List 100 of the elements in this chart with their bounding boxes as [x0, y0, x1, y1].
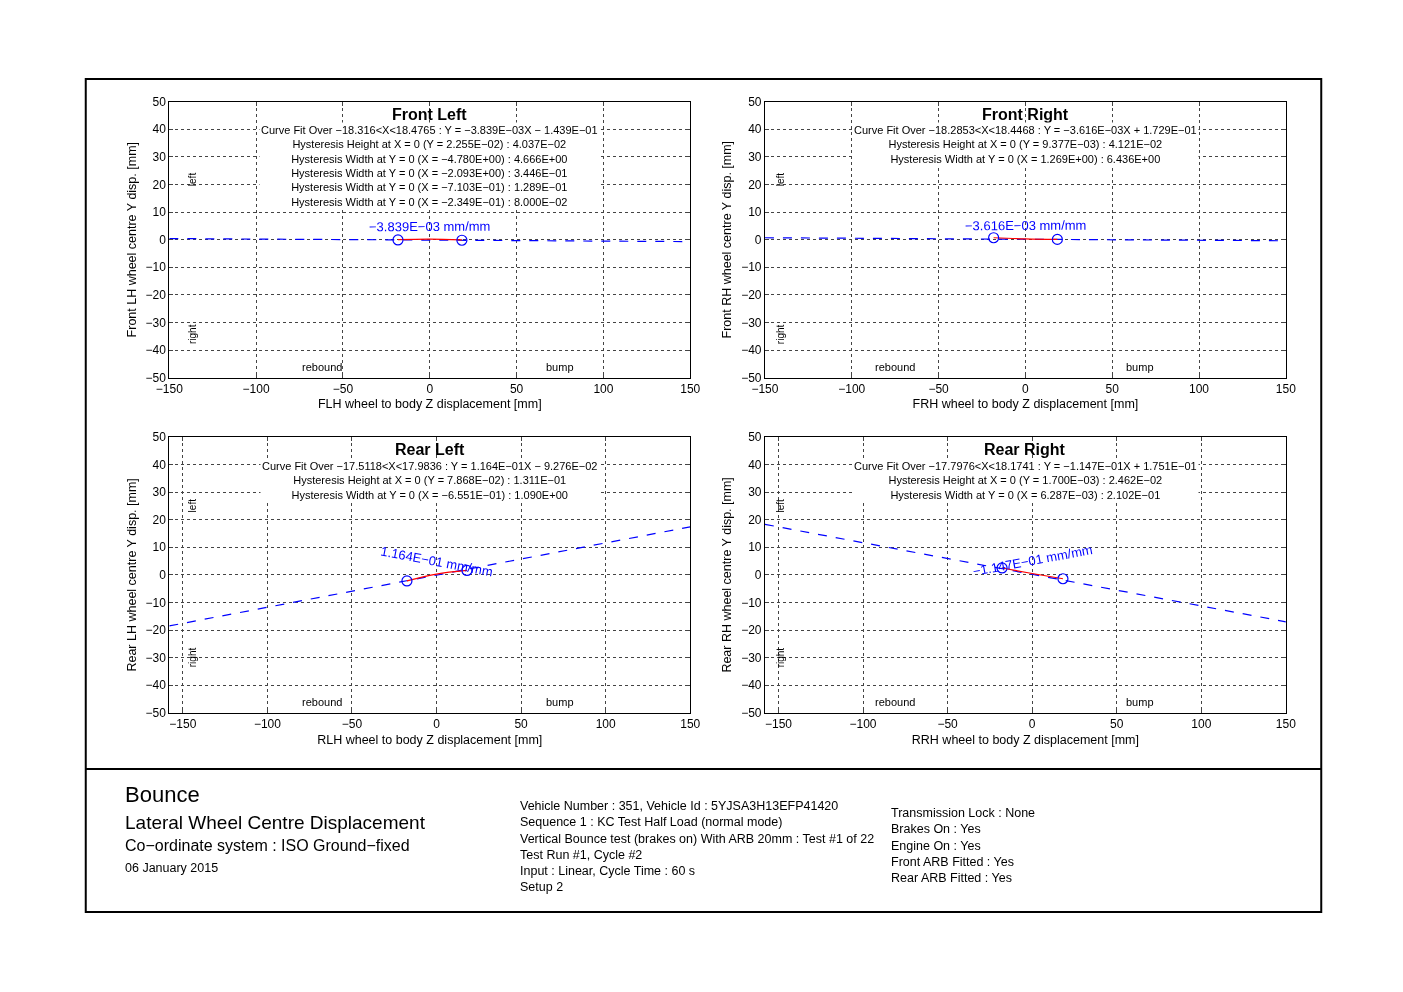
y-tick-label: −30	[145, 315, 167, 330]
y-tick-label: 20	[748, 177, 762, 192]
y-tick-label: 40	[748, 457, 762, 472]
chart-title: Front Right	[982, 106, 1069, 123]
x-tick-label: −100	[849, 717, 877, 732]
x-tick-label: −50	[937, 717, 959, 732]
annotation: left	[186, 498, 198, 513]
annotation: −3.616E−03 mm/mm	[964, 217, 1087, 234]
y-tick-label: 30	[748, 150, 762, 165]
y-tick-label: −30	[741, 650, 762, 665]
x-tick-label: −150	[751, 382, 779, 397]
chart-title: Rear Right	[984, 441, 1066, 458]
x-tick-label: −150	[764, 717, 793, 732]
text: Transmission Lock : None Brakes On : Yes Engine On : Yes Front ARB Fitted : Yes Rear ARB Fitted : Yes	[891, 806, 1036, 885]
y-tick-label: 50	[748, 430, 762, 445]
x-tick-label: 100	[1191, 717, 1212, 732]
x-tick-label: 100	[593, 382, 614, 397]
annotation: bump	[546, 361, 574, 373]
annotation: bump	[1126, 696, 1154, 708]
x-tick-label: 50	[509, 382, 524, 397]
annotation: −3.839E−03 mm/mm	[368, 218, 491, 235]
annotation: bump	[1126, 361, 1154, 373]
x-tick-label: 50	[1110, 717, 1124, 732]
x-tick-label: 0	[433, 717, 441, 732]
x-tick-label: 0	[1022, 382, 1030, 397]
y-tick-label: −10	[145, 260, 167, 275]
annotation: right	[775, 324, 787, 345]
annotation: Curve Fit Over −17.5118<X<17.9836 : Y = 1.164E−01X − 9.276E−02 Hysteresis Height at X = 0 (Y = 7.868E−02) : 1.311E−01 Hysteresis Width at Y = 0 (X = −6.551E−01) : 1.090E+00	[262, 460, 598, 501]
annotation: −1.147E−01 mm/mm	[971, 541, 1094, 579]
y-tick-label: 20	[152, 512, 167, 527]
x-tick-label: −100	[242, 382, 270, 397]
x-tick-label: 100	[595, 717, 616, 732]
y-tick-label: 40	[152, 122, 167, 137]
x-tick-label: 50	[514, 717, 529, 732]
y-axis-title: Rear RH wheel centre Y disp. [mm]	[720, 477, 735, 673]
text: Vehicle Number : 351, Vehicle Id : 5YJSA3H13EFP41420 Sequence 1 : KC Test Half Load (normal mode) Vertical Bounce test (brakes on) With ARB 20mm : Test #1 of 22 Test Run #1, Cycle #2 Input : Linear, Cycle Time : 60 s Setup 2	[520, 799, 875, 895]
x-tick-label: −50	[332, 382, 354, 397]
y-tick-label: 0	[159, 232, 167, 247]
y-tick-label: −10	[741, 595, 762, 610]
y-tick-label: −20	[145, 288, 167, 303]
y-tick-label: 40	[152, 457, 167, 472]
chart-title: Front Left	[392, 106, 468, 123]
y-tick-label: 10	[748, 205, 762, 220]
x-axis-title: RRH wheel to body Z displacement [mm]	[911, 732, 1139, 747]
chart-title: Rear Left	[395, 441, 466, 458]
y-tick-label: 20	[152, 177, 167, 192]
y-tick-label: −50	[145, 370, 167, 385]
y-tick-label: −50	[741, 706, 762, 721]
y-tick-label: −30	[145, 650, 167, 665]
x-tick-label: 100	[1189, 382, 1210, 397]
x-tick-label: 150	[680, 382, 701, 397]
x-tick-label: 150	[680, 717, 701, 732]
annotation: left	[186, 172, 198, 187]
y-tick-label: −50	[145, 706, 167, 721]
y-tick-label: 0	[754, 232, 762, 247]
annotation: right	[187, 324, 199, 345]
x-tick-label: 50	[1105, 382, 1120, 397]
annotation: 1.164E−01 mm/mm	[379, 543, 495, 580]
y-tick-label: 0	[754, 568, 762, 583]
y-tick-label: −40	[741, 678, 762, 693]
y-tick-label: 30	[748, 485, 762, 500]
x-tick-label: −150	[155, 382, 184, 397]
y-tick-label: −40	[741, 343, 762, 358]
y-tick-label: 10	[152, 205, 167, 220]
y-axis-title: Front RH wheel centre Y disp. [mm]	[720, 140, 735, 339]
x-tick-label: −100	[253, 717, 282, 732]
y-tick-label: 10	[152, 540, 167, 555]
annotation: rebound	[302, 361, 343, 373]
y-tick-label: −50	[741, 370, 762, 385]
x-tick-label: −100	[838, 382, 866, 397]
annotation: Curve Fit Over −18.316<X<18.4765 : Y = −3.839E−03X − 1.439E−01 Hysteresis Height at X = 0 (Y = 2.255E−02) : 4.037E−02 Hysteresis Width at Y = 0 (X = −4.780E+00) : 4.666E+00 Hysteresis Width at Y = 0 (X = −2.093E+00) : 3.446E−01 Hysteresis Width at Y = 0 (X = −7.103E−01) : 1.289E−01 Hysteresis Width at Y = 0 (X = −2.349E−01) : 8.000E−02	[261, 124, 598, 208]
y-tick-label: −20	[741, 288, 762, 303]
y-axis-title: Rear LH wheel centre Y disp. [mm]	[124, 478, 139, 672]
y-tick-label: 50	[152, 430, 167, 445]
y-tick-label: 50	[152, 94, 167, 109]
annotation: rebound	[875, 696, 916, 708]
x-tick-label: 150	[1275, 382, 1297, 397]
annotation: left	[774, 498, 786, 513]
x-axis-title: FLH wheel to body Z displacement [mm]	[317, 397, 542, 412]
y-tick-label: 20	[748, 512, 762, 527]
x-axis-title: FRH wheel to body Z displacement [mm]	[912, 397, 1139, 412]
y-tick-label: 40	[748, 122, 762, 137]
text: Co−ordinate system : ISO Ground−fixed	[125, 837, 410, 854]
annotation: right	[186, 647, 198, 668]
y-tick-label: −10	[741, 260, 762, 275]
annotation: left	[775, 172, 786, 187]
annotation: rebound	[875, 361, 916, 373]
x-tick-label: 0	[1028, 717, 1036, 732]
annotation: Curve Fit Over −18.2853<X<18.4468 : Y = −3.616E−03X + 1.729E−01 Hysteresis Height at X = 0 (Y = 9.377E−03) : 4.121E−02 Hysteresis Width at Y = 0 (X = 1.269E+00) : 6.436E+00	[854, 124, 1197, 165]
text: 06 January 2015	[125, 861, 219, 875]
x-tick-label: −50	[928, 382, 950, 397]
x-tick-label: 0	[426, 382, 434, 397]
y-tick-label: −20	[741, 623, 762, 638]
text: Bounce	[125, 782, 200, 807]
annotation: bump	[546, 696, 574, 708]
y-tick-label: 30	[152, 485, 167, 500]
y-tick-label: 10	[748, 540, 762, 555]
x-tick-label: −50	[341, 717, 363, 732]
x-axis-title: RLH wheel to body Z displacement [mm]	[317, 732, 543, 747]
text: Lateral Wheel Centre Displacement	[125, 812, 426, 833]
